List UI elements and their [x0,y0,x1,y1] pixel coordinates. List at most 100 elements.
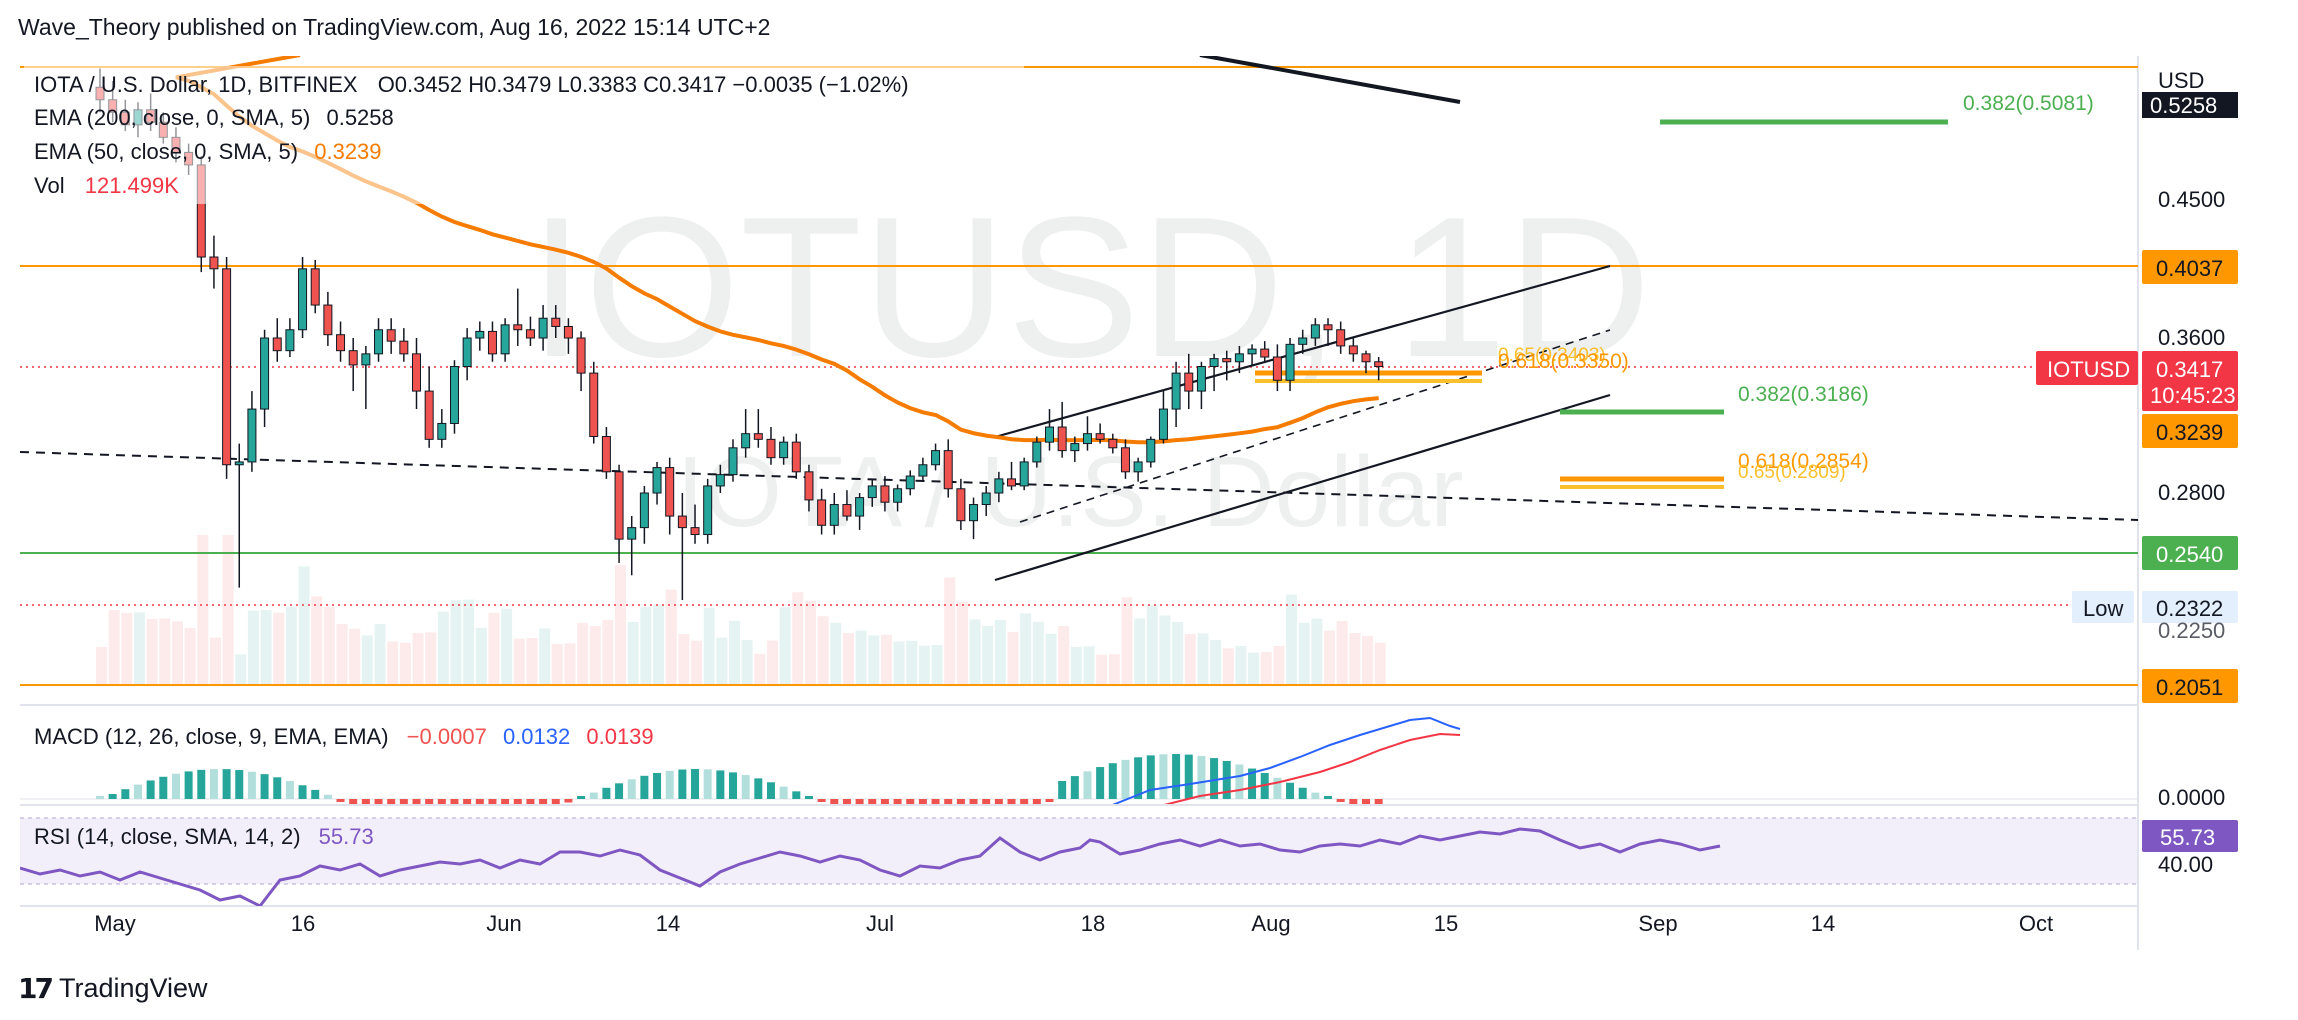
volume-bar [817,616,829,685]
candle-body [766,438,776,459]
volume-bar [260,610,272,685]
candle-body [639,492,649,529]
rsi-badge [2142,820,2238,852]
volume-bar [273,612,285,685]
candle-body [1184,372,1194,392]
candle-body [1045,426,1054,443]
candle-body [538,317,548,339]
macd-bar [754,778,763,799]
candle-body [475,330,485,339]
candle-body [842,504,852,517]
time-label-4: Jul [866,911,894,936]
macd-histogram [96,754,1383,804]
macd-bar [450,799,459,804]
candle-body [969,504,979,522]
macd-bar [184,771,193,799]
macd-bar [298,785,307,799]
macd-bar [906,799,915,804]
volume-bar [209,637,221,685]
volume-bar [855,630,867,685]
fib-382-high-label: 0.382(0.5081) [1963,92,2094,115]
macd-bar [994,799,1003,804]
badge-last-price-text: 0.3417 [2156,357,2223,382]
publisher-line: Wave_Theory published on TradingView.com… [18,14,771,40]
macd-bar [1159,754,1168,799]
volume-bar [425,632,437,685]
macd-bar [766,782,775,799]
candle-body [703,485,713,536]
macd-bar [121,789,130,799]
macd-bar [918,799,927,804]
macd-bar [678,769,687,799]
fib-618-low-label: 0.618(0.2854) [1738,450,1869,473]
volume-bar [640,607,652,685]
volume-bar [1349,633,1361,685]
time-label-10: Oct [2019,911,2053,936]
macd-bar [247,771,256,799]
candle-body [1234,353,1244,363]
candle-body [285,329,295,352]
volume-bar [108,610,120,685]
volume-bar [121,613,133,685]
badge-ema200-text: 0.5258 [2150,93,2217,118]
macd-bar [1108,763,1117,799]
candle-body [563,325,573,339]
watermark-ticker: IOTUSD, 1D [529,176,1651,399]
candle-body [931,450,941,466]
time-label-5: 18 [1081,911,1105,936]
volume-bar [615,565,627,685]
volume-bar [792,592,804,685]
candle-body [1095,433,1105,440]
candle-body [893,488,903,503]
time-axis[interactable]: May 16 Jun 14 Jul 18 Aug 15 Sep 14 Oct [94,911,2053,936]
volume-bar [336,624,348,685]
badge-last-price [2142,351,2238,411]
footer: 17 TradingView [18,968,208,1008]
volume-bar [918,645,930,685]
candle-body [1260,348,1270,358]
macd-bar [842,799,851,804]
time-label-0: May [94,911,136,936]
candle-body [1032,441,1042,463]
macd-bar [804,796,813,799]
macd-bar [1298,787,1307,799]
candle-body [209,256,219,270]
candle-body [412,353,421,392]
candle-body [589,372,599,438]
symbol-tag [2036,351,2138,385]
fib-382-mid-label: 0.382(0.3186) [1738,383,1869,406]
time-label-1: 16 [291,911,315,936]
dashed-trendline[interactable] [20,451,2138,521]
channel-mid-line[interactable] [1019,329,1611,523]
badge-02051-text: 0.2051 [2156,675,2223,700]
macd-bar [209,769,218,799]
volume-bar [247,610,259,685]
volume-bar [412,633,424,685]
candle-body [361,353,371,366]
price-axis[interactable]: USD 0.5258 0.4500 0.4037 0.3600 IOTUSD 0… [2036,68,2238,877]
candle-body [424,390,434,440]
volume-bar [1210,640,1222,685]
macd-bar [336,799,345,802]
macd-bar [1007,799,1016,804]
macd-bar [399,799,408,804]
volume-bar [779,607,791,685]
macd-bar [159,776,168,799]
macd-bar [564,799,573,803]
macd-bar [691,769,700,799]
time-label-2: Jun [486,911,521,936]
candle-body [1222,358,1232,363]
macd-bar [1083,771,1092,799]
channel-lower-line[interactable] [994,393,1611,582]
macd-bar [627,779,636,799]
volume-bar [703,607,715,685]
time-label-3: 14 [656,911,680,936]
macd-bar [830,799,839,804]
volume-bar [1286,594,1298,685]
macd-bar [893,799,902,804]
macd-bar [539,799,548,804]
time-label-8: Sep [1638,911,1677,936]
macd-bar [1070,776,1079,799]
volume-bar [1159,615,1171,685]
